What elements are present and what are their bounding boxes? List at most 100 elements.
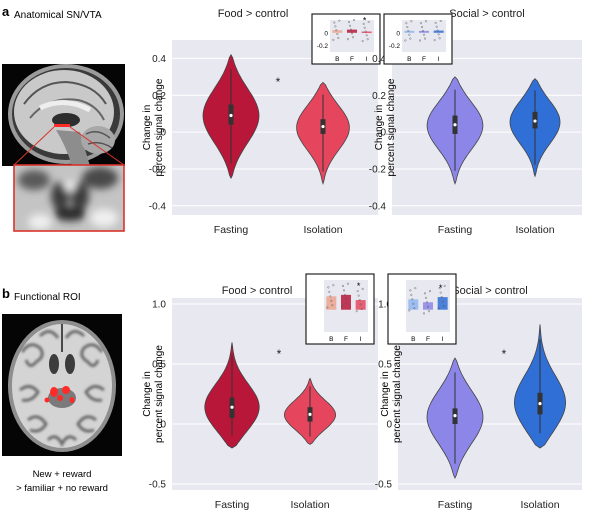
inset-dot [330,299,333,302]
inset-dot [343,289,346,292]
inset-dot [327,286,330,289]
inset-dot [347,282,350,285]
y-axis-label-line-1: Change in [142,371,153,417]
inset-dot [437,307,440,310]
inset-bar [326,296,337,310]
y-tick-label: -0.2 [369,164,387,175]
inset-dot [366,38,369,41]
inset-significance-star: * [357,281,361,291]
y-axis-label-line-2: percent signal change [386,78,397,176]
inset-dot [334,25,337,28]
inset-significance-star: * [363,16,367,26]
inset-x-tick-label: B [335,56,339,63]
y-tick-label: 0.2 [152,91,166,102]
inset-dot [350,28,353,31]
chart-b-food: 1.0 0.5 0 -0.5 Food > control Change in percen… [142,273,378,511]
axial-brain-image [2,314,122,456]
y-tick-label: 1.0 [152,300,166,311]
inset-dot [326,306,329,309]
chart-title: Food > control [222,285,293,297]
roi-marker-sagittal [54,124,70,127]
violin-median [453,414,457,418]
inset-bar [341,294,351,310]
inset-x-tick-label: F [344,336,348,343]
significance-star: * [276,75,281,89]
inset-dot [329,295,332,298]
inset-y-tick-label: -0.2 [317,43,329,50]
inset-x-tick-label: F [422,56,426,63]
inset-bar-chart: 0 -0.2 B F I [383,13,453,65]
inset-dot [346,302,349,305]
inset-dot [409,289,412,292]
inset-dot [345,298,348,301]
inset-dot [425,20,428,23]
inset-dot [405,22,408,25]
chart-title: Social > control [452,285,528,297]
y-axis-label-line-1: Change in [374,105,385,151]
x-tick-label: Isolation [290,499,329,511]
inset-dot [353,19,356,22]
inset-bar-chart: B F I * [387,273,457,345]
inset-dot [439,19,442,22]
inset-x-tick-label: F [350,56,354,63]
inset-dot [359,303,362,306]
sagittal-brain-image [2,64,125,166]
inset-x-tick-label: I [442,336,444,343]
inset-dot [363,26,366,29]
panel-letter-b: b [2,286,10,301]
chart-a-social: 0.4 0.2 0 -0.2 -0.4 Social > control Change in… [369,8,582,236]
inset-x-tick-label: I [438,56,440,63]
inset-dot [426,301,429,304]
roi-caption-line-2: > familiar + no reward [16,483,108,494]
inset-dot [338,19,341,22]
zoomed-roi-image [13,126,125,232]
y-tick-label: 1.0 [378,300,392,311]
inset-dot [429,290,432,293]
inset-dot [332,284,335,287]
inset-x-tick-label: B [411,336,415,343]
inset-dot [355,310,358,313]
inset-dot [360,307,363,310]
inset-dot [367,20,370,23]
inset-dot [422,29,425,32]
inset-dot [438,37,441,40]
inset-dot [419,39,422,42]
inset-dot [356,290,359,293]
x-tick-label: Fasting [438,499,473,511]
inset-plot-area [402,20,446,52]
violin-median [229,113,233,118]
inset-bar [433,30,444,33]
y-tick-label: 0.2 [372,91,386,102]
roi-zoom-connector-right [69,126,125,166]
inset-x-tick-label: F [426,336,430,343]
y-axis-label-line-1: Change in [380,371,391,417]
inset-dot [423,312,426,315]
inset-significance-star: * [439,283,443,293]
inset-bar [404,30,415,33]
inset-bar [419,30,429,33]
inset-dot [342,284,345,287]
inset-y-tick-label: 0 [396,30,400,37]
inset-dot [420,22,423,25]
roi-zoom-connector-left [13,126,55,166]
roi-zoom-frame [13,164,125,232]
inset-dot [365,34,368,37]
inset-dot [435,25,438,28]
inset-bar [437,297,448,310]
inset-dot [347,38,350,41]
y-axis-label-line-2: percent signal change [392,345,403,443]
panel-letter-a: a [2,4,10,19]
inset-dot [352,36,355,39]
inset-dot [337,36,340,39]
y-tick-label: 0.4 [152,54,166,65]
inset-dot [413,307,416,310]
inset-dot [421,26,424,29]
inset-bar [332,30,343,33]
inset-dot [408,33,411,36]
inset-dot [328,290,331,293]
inset-dot [424,292,427,295]
inset-dot [341,305,344,308]
inset-dot [357,294,360,297]
inset-dot [441,300,444,303]
inset-dot [335,29,338,32]
